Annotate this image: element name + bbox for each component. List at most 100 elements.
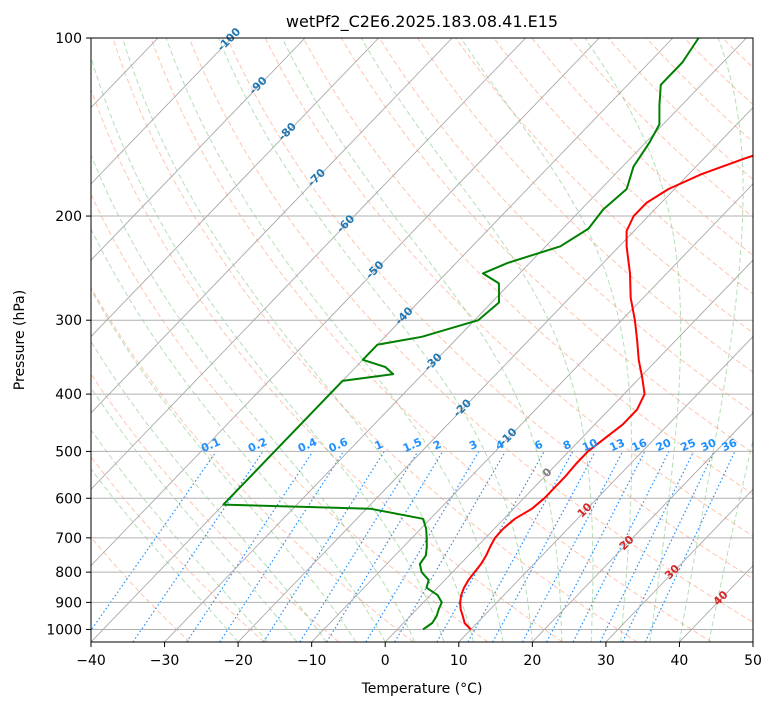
x-tick-label: −40: [76, 653, 106, 669]
mixing-ratio-line: [644, 451, 736, 642]
mixing-ratio-label: 0.6: [327, 435, 350, 455]
isotherm-label: -90: [247, 74, 270, 97]
mixing-ratio-label: 10: [580, 436, 600, 454]
moist-adiabat-line: [708, 437, 753, 642]
x-tick-label: −30: [150, 653, 180, 669]
isotherm-label: 20: [617, 533, 637, 553]
isotherm-label: -80: [276, 120, 299, 143]
mixing-ratio-line: [219, 451, 345, 642]
dry-adiabat-line: [226, 38, 753, 580]
mixing-ratio-line: [599, 451, 695, 642]
isotherm-label: 30: [662, 562, 682, 582]
dewpoint-profile-line: [222, 38, 700, 631]
isotherm-line: [91, 38, 453, 414]
moist-adiabat-line: [91, 428, 268, 642]
moist-adiabat-line: [678, 38, 744, 642]
dry-adiabat-line: [761, 38, 775, 642]
dry-adiabat-line: [569, 38, 753, 218]
isotherm-line: [752, 641, 753, 642]
isotherm-label: -30: [422, 350, 445, 373]
isotherm-label: 0: [540, 465, 555, 480]
moist-adiabat-line: [460, 38, 633, 642]
moist-adiabat-line: [91, 468, 239, 642]
isotherm-line: [91, 38, 379, 338]
y-tick-label: 400: [55, 387, 82, 403]
dry-adiabat-line: [91, 536, 191, 642]
y-axis-ticks: 1000 900 800 700 600 500 400 300 200 100: [46, 31, 91, 638]
dry-adiabat-line: [91, 373, 340, 642]
dry-adiabat-line: [722, 38, 753, 69]
isotherm-line: [605, 488, 753, 642]
sounding-series: [222, 38, 753, 631]
dry-adiabat-line: [302, 38, 753, 495]
mixing-ratio-line: [365, 451, 480, 642]
pressure-gridlines: [91, 38, 753, 630]
dry-adiabat-line: [112, 38, 638, 642]
mixing-ratio-line: [299, 451, 419, 642]
isotherm-label: -50: [363, 258, 386, 281]
moist-adiabat-line: [281, 38, 563, 642]
dry-adiabat-line: [264, 38, 753, 537]
dry-adiabat-line: [91, 455, 265, 642]
mixing-ratio-line: [326, 451, 444, 642]
mixing-ratio-lines: [91, 451, 736, 642]
mixing-ratio-line: [263, 451, 385, 642]
moist-adiabat-line: [91, 288, 357, 642]
mixing-ratio-label: 0.2: [246, 435, 269, 455]
dry-adiabat-line: [91, 286, 414, 642]
plot-frame: [90, 37, 754, 643]
x-tick-label: 20: [523, 653, 541, 669]
mixing-ratio-label: 1: [373, 438, 385, 453]
isotherm-label: 40: [711, 588, 731, 608]
dry-adiabat-line: [188, 38, 753, 623]
mixing-ratio-line: [622, 451, 715, 642]
moist-adiabat-line: [91, 227, 386, 642]
mixing-ratio-label: 6: [533, 438, 546, 453]
moist-adiabat-line: [91, 153, 416, 642]
isotherm-line: [458, 335, 753, 642]
y-tick-label: 100: [55, 31, 82, 47]
isotherm-line: [91, 38, 306, 261]
y-axis-label: Pressure (hPa): [12, 290, 28, 390]
x-tick-label: −10: [297, 653, 327, 669]
isotherm-line: [91, 38, 600, 567]
dry-adiabat-line: [340, 38, 753, 454]
y-tick-label: 1000: [46, 622, 82, 638]
x-tick-label: 10: [450, 653, 468, 669]
dry-adiabat-line: [91, 87, 563, 642]
dry-adiabat-line: [455, 38, 753, 334]
isotherm-label: -100: [215, 25, 244, 54]
moist-adiabat-line: [217, 38, 533, 642]
x-tick-label: −20: [223, 653, 253, 669]
isotherm-label: -60: [334, 212, 357, 235]
mixing-ratio-line: [492, 451, 596, 642]
isotherm-label: -70: [305, 166, 328, 189]
isotherm-line: [0, 38, 11, 642]
x-tick-label: 40: [671, 653, 689, 669]
y-tick-label: 200: [55, 209, 82, 225]
mixing-ratio-label: 0.1: [199, 435, 222, 455]
isotherm-line: [311, 183, 753, 642]
mixing-ratio-label: 25: [679, 436, 698, 454]
isotherm-line: [164, 38, 747, 642]
dry-adiabat-line: [683, 38, 753, 106]
dry-adiabat-line: [91, 193, 489, 642]
mixing-ratio-label: 3: [467, 438, 479, 453]
mixing-ratio-line: [394, 451, 506, 642]
moist-adiabat-line: [165, 38, 504, 642]
mixing-ratio-label: 16: [630, 436, 650, 454]
mixing-ratio-line: [132, 451, 264, 642]
plot-area: [0, 38, 775, 642]
mixing-ratio-label: 20: [654, 436, 674, 454]
isotherm-line: [91, 38, 527, 490]
isotherm-line: [237, 106, 753, 642]
x-tick-label: 30: [597, 653, 615, 669]
y-tick-label: 700: [55, 531, 82, 547]
isotherm-label: -20: [451, 396, 474, 419]
chart-title: wetPf2_C2E6.2025.183.08.41.E15: [286, 12, 558, 32]
y-tick-label: 800: [55, 565, 82, 581]
mixing-ratio-line: [91, 451, 217, 632]
mixing-ratio-label: 8: [561, 438, 573, 453]
isotherm-line: [91, 38, 232, 185]
